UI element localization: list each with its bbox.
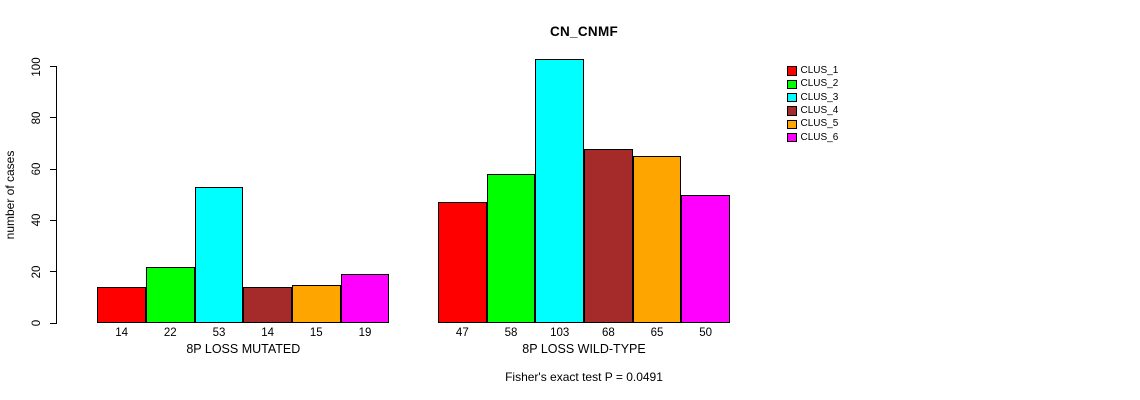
- y-tick-label: 100: [31, 56, 43, 77]
- bar-value-label: 58: [504, 327, 518, 339]
- group-label: 8P LOSS WILD-TYPE: [522, 342, 646, 356]
- y-tick-label: 0: [31, 319, 43, 327]
- y-tick-mark: [50, 219, 57, 221]
- y-tick-label: 20: [31, 265, 43, 279]
- bar-value-label: 68: [601, 327, 615, 339]
- legend-label: CLUS_3: [800, 91, 839, 103]
- bar-clus_4-mutated: [243, 287, 292, 323]
- legend-swatch-clus_3: [787, 92, 797, 103]
- bar-value-label: 53: [212, 327, 226, 339]
- legend-swatch-clus_4: [787, 106, 797, 116]
- legend-label: CLUS_5: [800, 118, 839, 130]
- y-tick-label: 80: [31, 111, 43, 125]
- legend-swatch-clus_6: [787, 132, 797, 143]
- fisher-test-annotation: Fisher's exact test P = 0.0491: [505, 370, 663, 384]
- y-tick-mark: [50, 117, 57, 119]
- bar-clus_3-mutated: [194, 187, 244, 323]
- bar-value-label: 15: [309, 327, 323, 339]
- legend-label: CLUS_1: [800, 65, 839, 77]
- bar-value-label: 14: [261, 327, 275, 339]
- bar-value-label: 50: [699, 327, 713, 339]
- bar-value-label: 103: [550, 327, 570, 339]
- legend-swatch-clus_5: [787, 119, 797, 130]
- y-axis-label: number of cases: [3, 150, 17, 240]
- y-tick-mark: [50, 168, 57, 170]
- bar-value-label: 22: [163, 327, 177, 339]
- legend-item-clus_5: CLUS_5: [787, 118, 838, 131]
- legend-label: CLUS_4: [800, 105, 839, 117]
- legend-item-clus_3: CLUS_3: [787, 91, 838, 104]
- bar-clus_4-wildtype: [584, 148, 633, 323]
- legend-swatch-clus_1: [787, 66, 797, 76]
- legend-item-clus_6: CLUS_6: [787, 131, 838, 144]
- legend-item-clus_1: CLUS_1: [787, 65, 838, 78]
- bar-value-label: 47: [455, 327, 469, 339]
- bar-clus_1-wildtype: [438, 202, 487, 323]
- y-tick-mark: [50, 271, 57, 273]
- bar-clus_1-mutated: [97, 287, 146, 323]
- bar-clus_6-mutated: [340, 274, 390, 323]
- bar-clus_2-wildtype: [486, 174, 536, 323]
- y-tick-mark: [50, 322, 57, 324]
- bar-value-label: 19: [358, 327, 372, 339]
- y-tick-label: 60: [31, 162, 43, 176]
- bar-clus_5-wildtype: [632, 156, 682, 323]
- y-tick-mark: [50, 66, 57, 67]
- legend-item-clus_2: CLUS_2: [787, 78, 838, 91]
- bar-clus_5-mutated: [291, 284, 341, 323]
- bar-value-label: 14: [115, 327, 129, 339]
- legend-swatch-clus_2: [787, 79, 797, 90]
- y-tick-label: 40: [31, 213, 43, 227]
- legend-item-clus_4: CLUS_4: [787, 104, 838, 117]
- bar-clus_2-mutated: [145, 266, 195, 323]
- y-axis-line: [56, 66, 57, 324]
- chart-title: CN_CNMF: [549, 24, 619, 39]
- legend-label: CLUS_2: [800, 78, 839, 90]
- bar-value-label: 65: [650, 327, 664, 339]
- bar-clus_6-wildtype: [681, 194, 730, 323]
- group-label: 8P LOSS MUTATED: [186, 342, 301, 356]
- bar-clus_3-wildtype: [535, 58, 584, 323]
- legend-label: CLUS_6: [800, 131, 839, 143]
